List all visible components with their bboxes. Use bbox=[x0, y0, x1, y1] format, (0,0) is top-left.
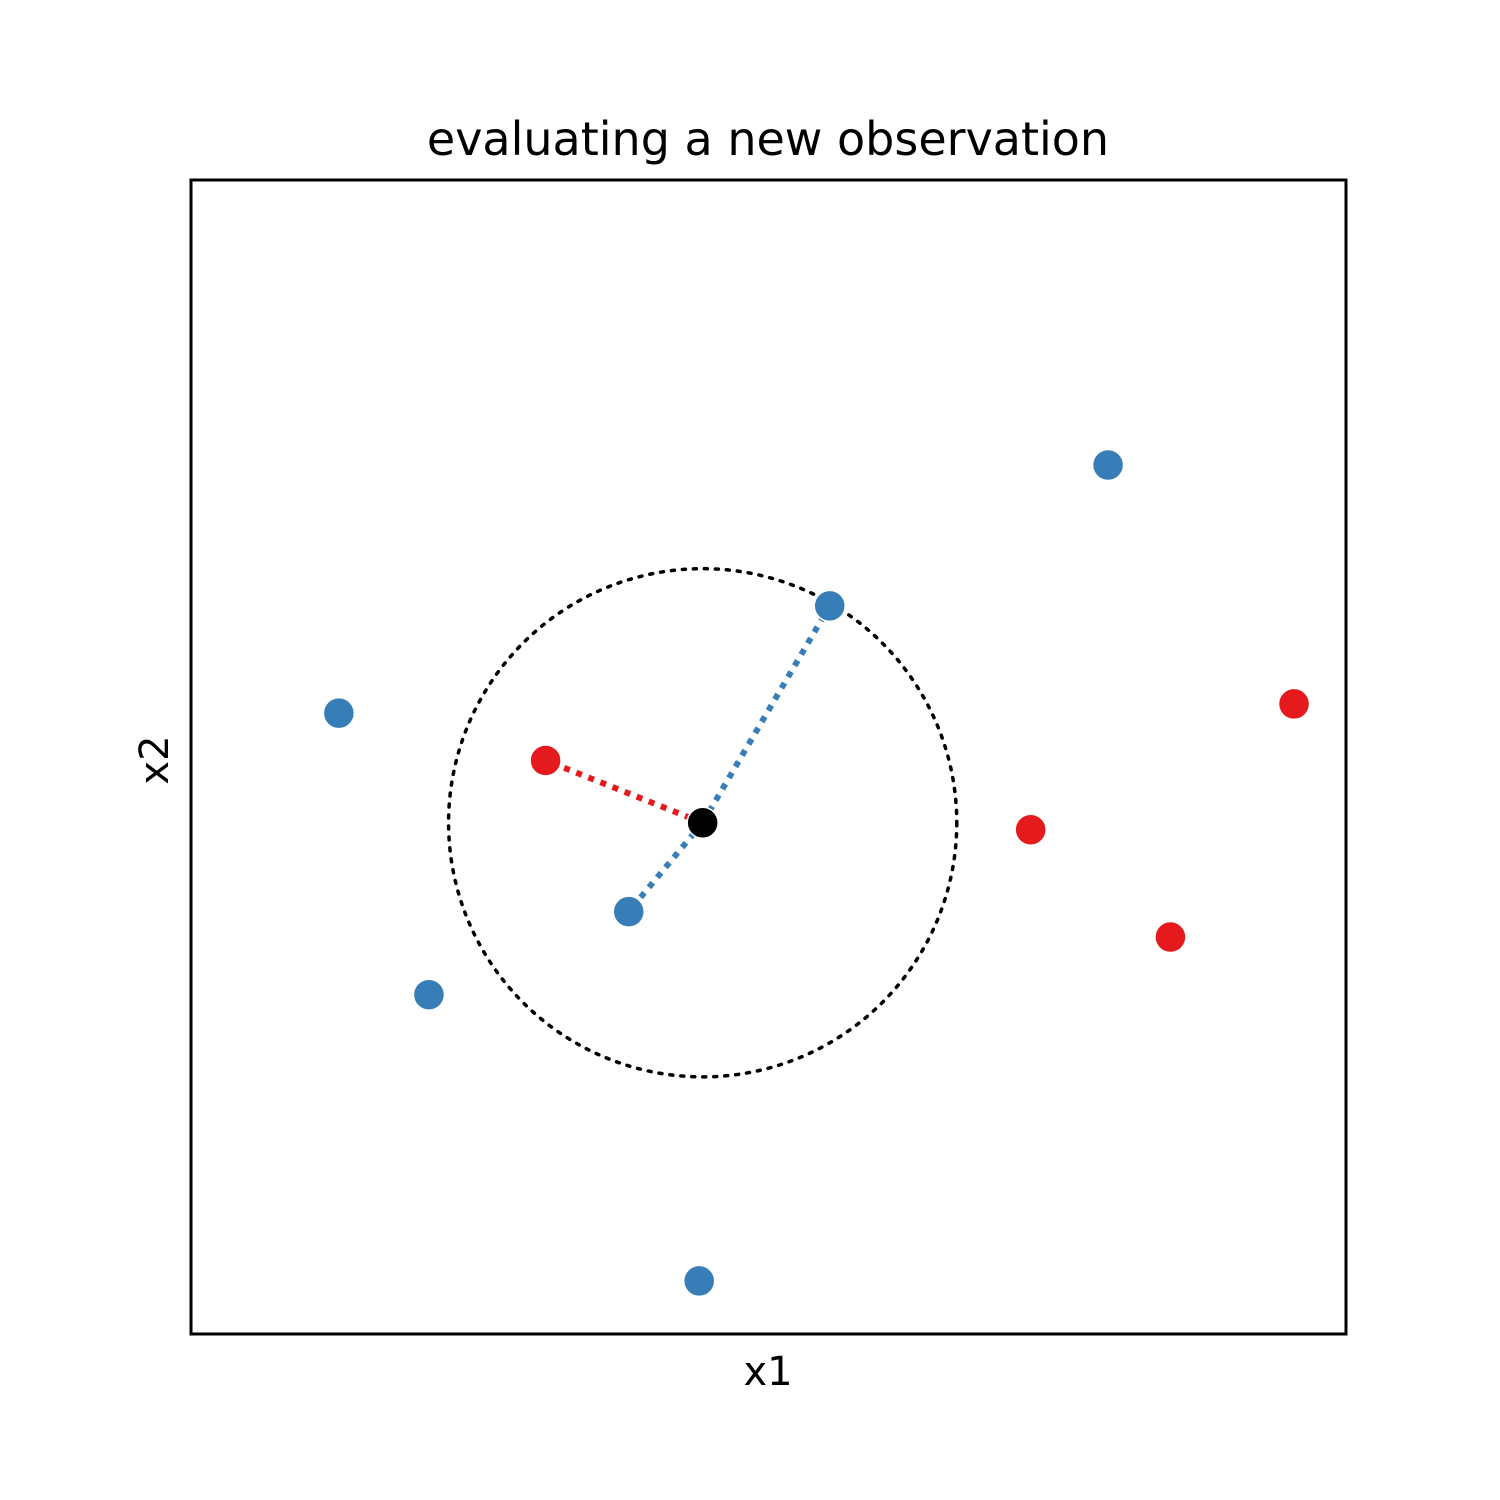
data-point-series1-3 bbox=[612, 895, 645, 928]
neighbor-link-2 bbox=[626, 820, 705, 914]
neighbor-link-3 bbox=[700, 604, 833, 825]
x-axis-label: x1 bbox=[743, 1349, 792, 1395]
neighborhood-circle bbox=[446, 566, 959, 1079]
data-point-series2-3 bbox=[1154, 920, 1187, 954]
plot-area bbox=[322, 448, 1311, 1298]
data-point-series2-4 bbox=[1277, 687, 1311, 721]
chart-title: evaluating a new observation bbox=[427, 112, 1109, 166]
data-point-series1-6 bbox=[1091, 448, 1125, 482]
data-point-series1-2 bbox=[412, 978, 446, 1011]
data-point-series2-1 bbox=[529, 744, 562, 777]
data-point-series1-1 bbox=[322, 696, 356, 730]
data-point-series1-4 bbox=[813, 589, 846, 623]
neighbor-link-1 bbox=[544, 757, 704, 826]
data-point-series1-5 bbox=[682, 1264, 716, 1298]
data-point-series2-2 bbox=[1014, 813, 1047, 846]
y-axis-label: x2 bbox=[132, 735, 178, 784]
query-point bbox=[686, 806, 719, 840]
plot-frame bbox=[189, 178, 1348, 1336]
